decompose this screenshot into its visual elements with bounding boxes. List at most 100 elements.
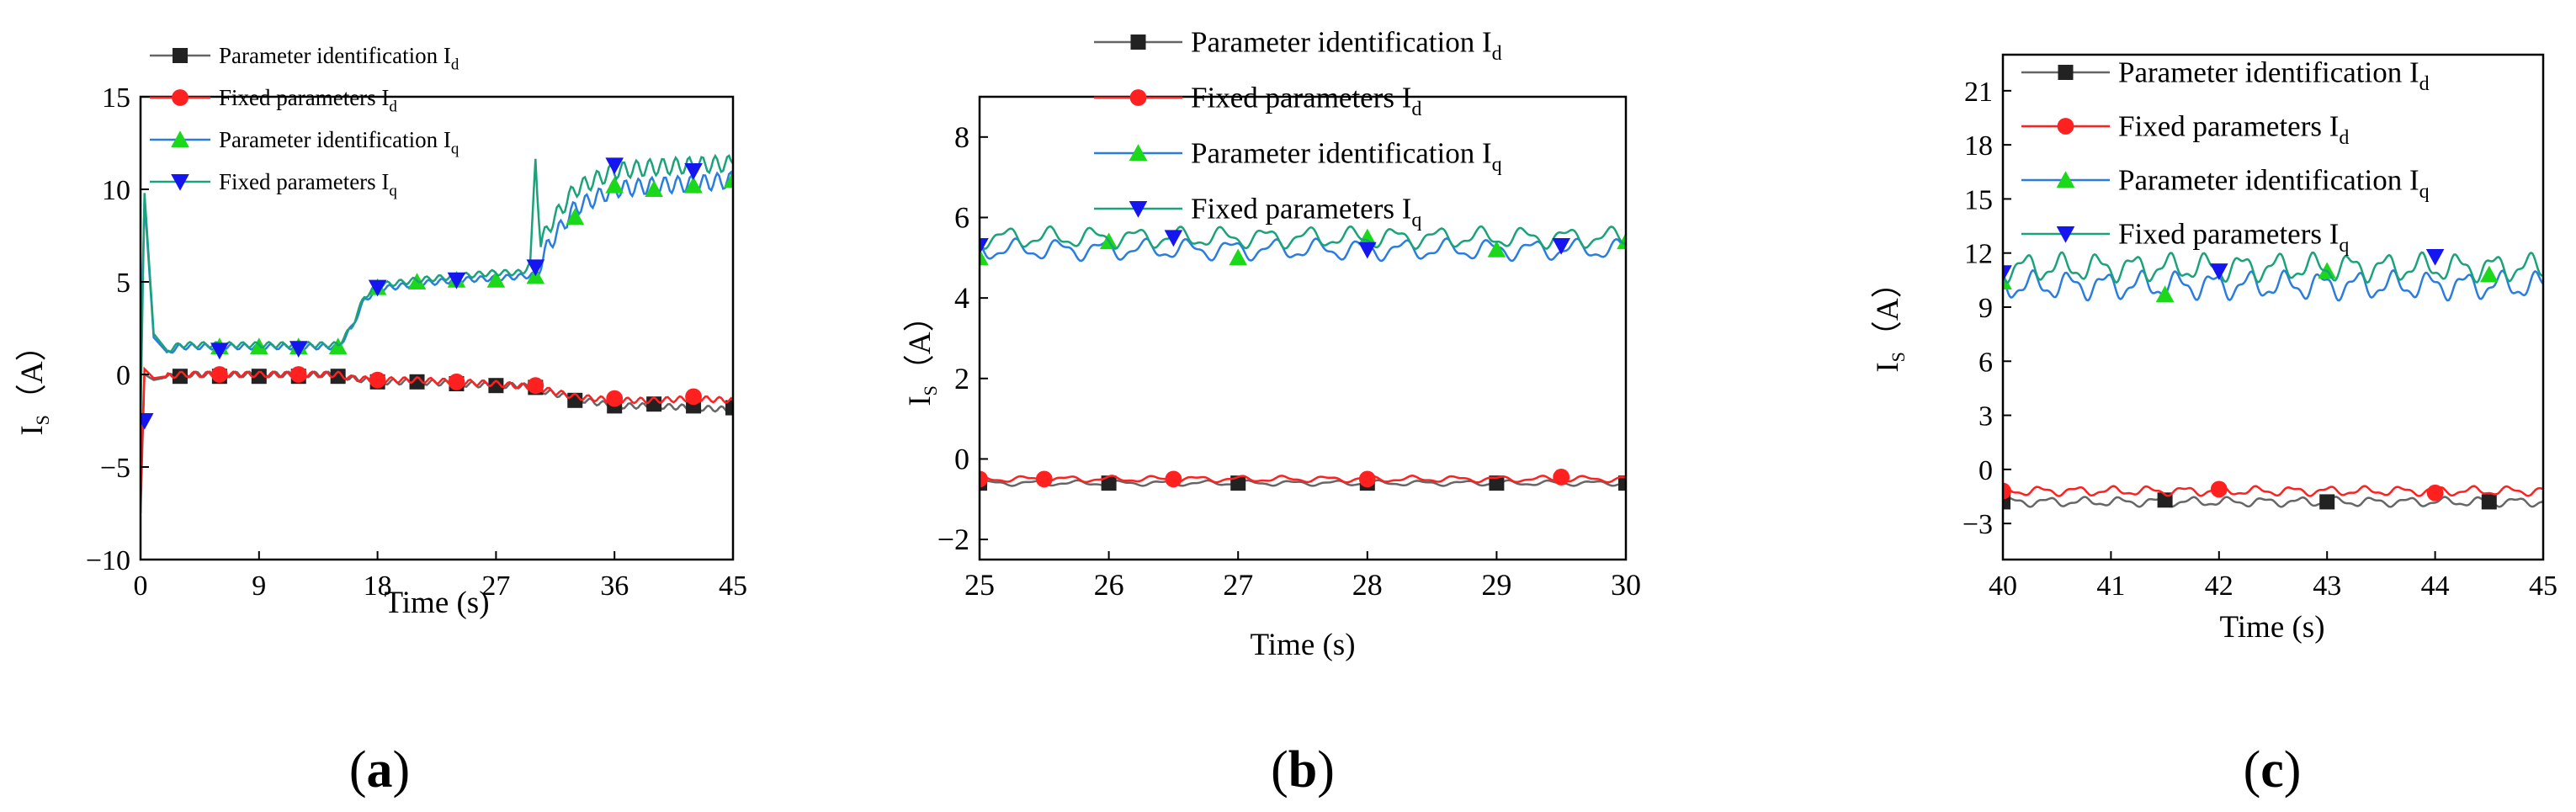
legend-label: Parameter identification Id: [1191, 26, 1502, 66]
y-tick-label: 9: [1978, 293, 1993, 324]
x-axis-label: Time (s): [384, 586, 489, 620]
legend-marker: [2056, 171, 2075, 188]
legend-label: Parameter identification Iq: [1191, 137, 1502, 177]
y-tick-label: 15: [1964, 184, 1993, 215]
x-tick-label: 42: [2205, 571, 2233, 602]
data-point: [1358, 241, 1377, 259]
series-line: [141, 170, 733, 375]
data-point: [1487, 240, 1506, 257]
data-point: [2003, 494, 2010, 510]
data-point: [566, 208, 585, 225]
series-line: [980, 237, 1626, 263]
x-tick-label: 28: [1352, 568, 1383, 602]
y-axis-label: IS（A）: [903, 300, 941, 406]
data-point: [447, 272, 466, 289]
data-point: [1229, 248, 1247, 266]
data-point: [488, 378, 504, 394]
data-point: [2426, 484, 2444, 502]
x-tick-label: 18: [364, 571, 392, 602]
data-point: [684, 176, 703, 194]
data-point: [2210, 263, 2228, 280]
data-point: [526, 259, 545, 277]
legend-marker: [171, 174, 189, 191]
y-tick-label: 0: [116, 360, 130, 391]
y-tick-label: 6: [954, 200, 969, 234]
x-tick-label: 27: [1223, 568, 1253, 602]
data-point: [1101, 475, 1117, 491]
chart-panel-c: 40 41 42 43 44 45 −3 0 3 6 9 12 15 18 21 Parameter ide…: [1871, 53, 2557, 799]
data-point: [1489, 475, 1505, 491]
y-tick-label: 4: [954, 281, 969, 315]
y-tick-label: 2: [954, 362, 969, 395]
series-line: [980, 475, 1626, 484]
legend-marker: [171, 130, 189, 147]
y-tick-label: −5: [100, 453, 130, 484]
x-tick-label: 26: [1094, 568, 1124, 602]
data-point: [725, 400, 733, 416]
legend-label: Parameter identification Iq: [2118, 164, 2430, 204]
x-tick-label: 45: [719, 571, 747, 602]
data-point: [1358, 470, 1376, 488]
legend-marker: [1129, 89, 1147, 106]
y-tick-label: 5: [116, 268, 130, 299]
data-point: [210, 366, 228, 383]
x-tick-label: 27: [481, 571, 510, 602]
series-line: [2003, 485, 2543, 497]
legend-label: Fixed parameters Id: [219, 85, 397, 116]
data-point: [645, 180, 663, 197]
data-point: [289, 341, 308, 358]
legend-marker: [173, 48, 188, 63]
data-point: [289, 366, 307, 383]
y-tick-label: 8: [954, 120, 969, 154]
legend-label: Parameter identification Id: [219, 43, 459, 74]
plot-frame: [978, 95, 1628, 561]
y-tick-label: 21: [1964, 77, 1993, 108]
data-point: [2481, 494, 2497, 510]
legend-label: Parameter identification Iq: [219, 127, 459, 158]
x-tick-label: 43: [2313, 571, 2341, 602]
data-point: [685, 388, 702, 406]
data-point: [605, 176, 624, 194]
data-point: [2003, 265, 2012, 283]
legend-label: Fixed parameters Iq: [1191, 193, 1421, 232]
y-axis-label: IS（A）: [1871, 267, 1909, 372]
legend-label: Parameter identification Id: [2118, 56, 2430, 96]
y-tick-label: 0: [954, 442, 969, 475]
data-point: [409, 374, 425, 390]
legend-marker: [2056, 226, 2075, 243]
series-line: [141, 370, 733, 514]
data-point: [724, 171, 733, 188]
data-point: [2425, 249, 2445, 266]
legend-marker: [1129, 201, 1148, 218]
y-tick-label: −2: [937, 523, 969, 556]
x-tick-label: 36: [600, 571, 629, 602]
x-tick-label: 45: [2529, 571, 2557, 602]
x-axis-label: Time (s): [2219, 610, 2324, 645]
x-tick-label: 41: [2096, 571, 2125, 602]
y-tick-label: 3: [1978, 401, 1993, 433]
x-tick-label: 29: [1481, 568, 1511, 602]
data-point: [1164, 230, 1183, 247]
y-tick-label: −10: [86, 545, 130, 576]
panel-label-c: (c): [2244, 741, 2302, 799]
legend-label: Fixed parameters Id: [2118, 110, 2349, 150]
x-tick-label: 9: [252, 571, 266, 602]
legend-marker: [1129, 144, 1148, 161]
y-tick-label: 10: [102, 175, 130, 206]
series-line: [141, 153, 733, 422]
plot-frame: [139, 95, 735, 561]
legend-marker: [172, 89, 189, 106]
data-point: [2003, 482, 2011, 500]
y-tick-label: 6: [1978, 347, 1993, 378]
data-point: [605, 157, 624, 175]
data-point: [210, 342, 229, 360]
chart-panel-b: 25 26 27 28 29 30 −2 0 2 4 6 8 Parameter identifica…: [903, 26, 1641, 799]
panel-label-a: (a): [349, 741, 410, 799]
series-line: [980, 479, 1626, 487]
data-point: [980, 248, 989, 266]
y-tick-label: 18: [1964, 130, 1993, 162]
data-point: [1552, 237, 1570, 255]
data-point: [527, 377, 544, 395]
y-tick-label: 15: [102, 82, 130, 114]
x-tick-label: 44: [2421, 571, 2450, 602]
